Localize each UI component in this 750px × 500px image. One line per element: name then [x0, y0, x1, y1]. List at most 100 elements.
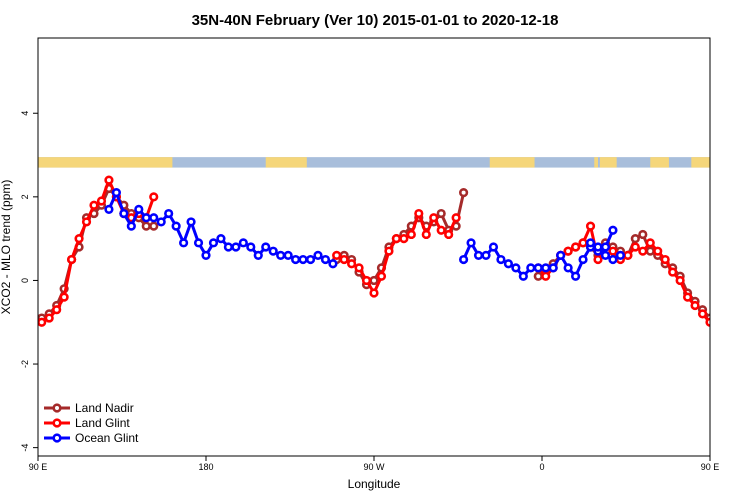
- data-point: [414, 208, 424, 219]
- data-point: [548, 263, 558, 273]
- data-point: [578, 238, 588, 248]
- data-point: [645, 246, 655, 256]
- data-point: [141, 213, 151, 223]
- data-point: [570, 242, 581, 252]
- data-point: [533, 271, 543, 281]
- data-point: [253, 250, 263, 260]
- data-point: [466, 238, 476, 248]
- data-point: [714, 315, 721, 322]
- data-point: [593, 254, 603, 265]
- data-point: [459, 254, 469, 265]
- data-point: [473, 250, 484, 260]
- data-point: [305, 254, 316, 265]
- land-band: [691, 157, 710, 168]
- data-point: [541, 271, 551, 281]
- data-point: [600, 242, 611, 252]
- data-point: [429, 213, 439, 223]
- data-point: [697, 309, 708, 319]
- data-point: [126, 221, 136, 231]
- data-point: [141, 221, 151, 231]
- data-point: [66, 254, 77, 265]
- data-point: [179, 238, 189, 248]
- data-point: [268, 246, 278, 256]
- land-band: [265, 157, 307, 168]
- data-point: [369, 275, 379, 286]
- data-point: [216, 234, 226, 244]
- x-tick-label: 90 E: [29, 462, 48, 472]
- data-point: [563, 263, 573, 273]
- data-point: [578, 254, 588, 265]
- data-point: [481, 250, 491, 260]
- land-ocean-mask: [38, 157, 710, 168]
- data-point: [384, 246, 394, 256]
- data-point: [744, 244, 750, 251]
- data-point: [347, 259, 357, 269]
- data-point: [608, 246, 618, 256]
- x-tick-label: 90 E: [701, 462, 720, 472]
- data-point: [459, 188, 469, 198]
- x-tick-label: 90 W: [363, 462, 385, 472]
- data-point: [111, 188, 121, 198]
- data-point: [722, 306, 729, 313]
- data-point: [737, 286, 744, 293]
- land-band: [594, 157, 598, 168]
- data-point: [38, 317, 47, 327]
- land-band: [38, 157, 173, 168]
- x-axis: 90 E 180 90 W 0 90 E: [29, 456, 720, 472]
- data-point: [238, 238, 248, 248]
- data-point: [737, 277, 744, 284]
- data-point: [328, 259, 338, 269]
- data-point: [653, 246, 663, 256]
- data-point: [570, 271, 581, 281]
- data-point: [615, 250, 626, 260]
- data-point: [298, 254, 308, 265]
- x-axis-label: Longitude: [348, 477, 401, 491]
- data-point: [74, 234, 84, 244]
- data-point: [171, 221, 181, 231]
- data-point: [201, 250, 211, 260]
- y-tick-label: 0: [20, 278, 30, 283]
- data-point: [164, 208, 174, 219]
- data-point: [193, 238, 204, 248]
- data-point: [104, 175, 114, 185]
- data-point: [503, 259, 514, 269]
- data-point: [291, 254, 301, 265]
- legend-label: Ocean Glint: [75, 431, 139, 445]
- data-point: [682, 292, 693, 302]
- data-point: [638, 246, 648, 256]
- data-point: [186, 217, 196, 227]
- legend-swatch-point: [52, 418, 62, 428]
- data-point: [89, 200, 99, 210]
- data-point: [511, 263, 521, 273]
- data-point: [156, 217, 166, 227]
- series-layer: [38, 175, 750, 327]
- data-point: [59, 292, 69, 302]
- y-tick-label: 4: [20, 111, 30, 116]
- data-point: [600, 250, 611, 260]
- y-tick-label: 2: [20, 194, 30, 199]
- y-tick-label: -4: [20, 444, 30, 452]
- data-point: [444, 229, 454, 240]
- data-point: [714, 319, 721, 326]
- data-point: [518, 271, 528, 281]
- data-point: [675, 275, 685, 286]
- data-point: [361, 275, 372, 286]
- data-point: [149, 213, 159, 223]
- data-point: [261, 242, 271, 252]
- data-point: [276, 250, 286, 260]
- data-point: [231, 242, 241, 252]
- data-point: [593, 242, 603, 252]
- data-point: [436, 208, 446, 219]
- data-point: [52, 305, 62, 315]
- data-point: [406, 229, 416, 240]
- data-point: [339, 254, 349, 265]
- y-axis-label: XCO2 - MLO trend (ppm): [0, 180, 13, 315]
- data-point: [223, 242, 233, 252]
- data-point: [488, 242, 499, 252]
- ocean-band: [38, 157, 710, 168]
- land-band: [599, 157, 617, 168]
- legend-swatch-point: [52, 433, 62, 443]
- data-point: [630, 242, 640, 252]
